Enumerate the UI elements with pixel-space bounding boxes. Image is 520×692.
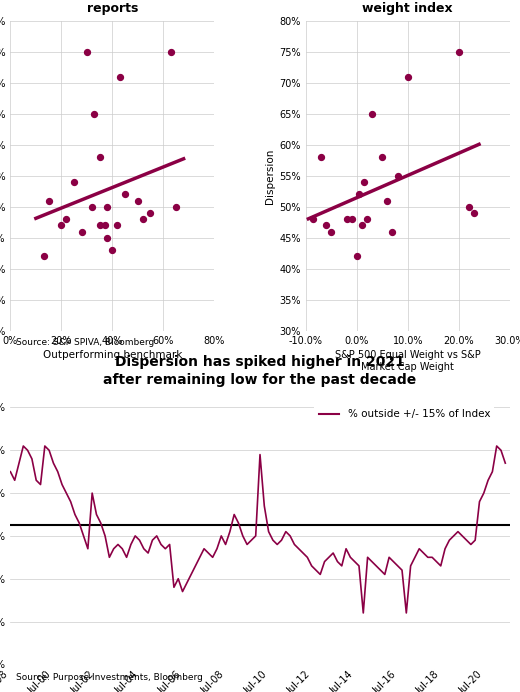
X-axis label: Outperforming benchmark: Outperforming benchmark: [43, 350, 182, 360]
Point: [103, 233, 111, 244]
Point: [383, 195, 392, 206]
Point: [146, 208, 154, 219]
Point: [77, 226, 86, 237]
Point: [317, 152, 326, 163]
Point: [358, 220, 366, 231]
Point: [322, 220, 330, 231]
Point: [378, 152, 386, 163]
Point: [88, 201, 96, 212]
Point: [404, 71, 412, 82]
Point: [44, 195, 53, 206]
Point: [134, 195, 142, 206]
Point: [90, 108, 99, 119]
Point: [108, 245, 116, 256]
Legend: % outside +/- 15% of Index: % outside +/- 15% of Index: [315, 406, 495, 424]
Point: [40, 251, 48, 262]
Point: [103, 201, 111, 212]
Point: [343, 214, 351, 225]
Title: and S&P 500 equal
weight vs market cap
weight index: and S&P 500 equal weight vs market cap w…: [332, 0, 483, 15]
Text: Source: S&P SPIVA, Bloomberg: Source: S&P SPIVA, Bloomberg: [16, 338, 154, 347]
Point: [393, 170, 401, 181]
Point: [95, 152, 103, 163]
Point: [327, 226, 335, 237]
Point: [309, 214, 318, 225]
Point: [454, 46, 463, 57]
Point: [167, 46, 175, 57]
Point: [347, 214, 356, 225]
Point: [121, 189, 129, 200]
Point: [363, 214, 371, 225]
Point: [70, 176, 78, 188]
Point: [388, 226, 397, 237]
Point: [139, 214, 147, 225]
Point: [172, 201, 180, 212]
Point: [116, 71, 124, 82]
Point: [100, 220, 109, 231]
Text: Source: Purpose Investments, Bloomberg: Source: Purpose Investments, Bloomberg: [16, 673, 202, 682]
Title: Dispersion is good for
active management as
measured by SPIVA
reports: Dispersion is good for active management…: [32, 0, 192, 15]
Point: [62, 214, 71, 225]
Title: Dispersion has spiked higher in 2021
after remaining low for the past decade: Dispersion has spiked higher in 2021 aft…: [103, 355, 417, 387]
X-axis label: S&P 500 Equal Weight vs S&P
Market Cap Weight: S&P 500 Equal Weight vs S&P Market Cap W…: [335, 350, 480, 372]
Point: [465, 201, 473, 212]
Point: [83, 46, 91, 57]
Point: [113, 220, 122, 231]
Point: [353, 251, 361, 262]
Point: [470, 208, 478, 219]
Y-axis label: Dispersion: Dispersion: [265, 148, 275, 203]
Point: [368, 108, 376, 119]
Point: [57, 220, 66, 231]
Point: [95, 220, 103, 231]
Point: [355, 189, 363, 200]
Point: [360, 176, 369, 188]
